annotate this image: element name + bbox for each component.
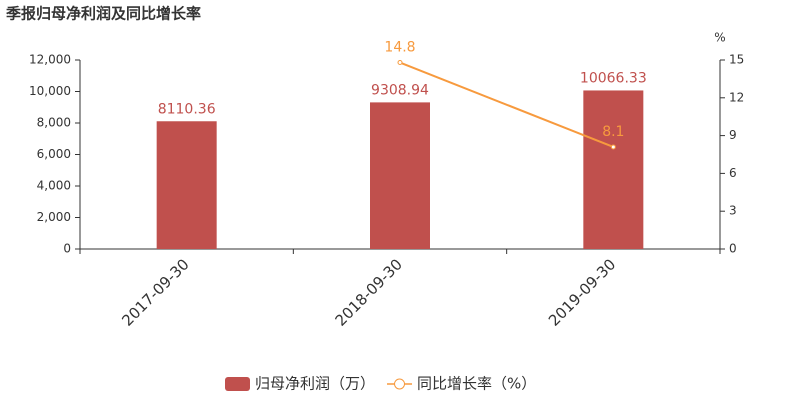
bar-value-label: 9308.94 — [371, 82, 429, 98]
legend-label: 同比增长率（%） — [417, 375, 536, 393]
line-value-label: 14.8 — [384, 40, 415, 56]
x-tick-label: 2019-09-30 — [545, 255, 619, 329]
y-tick-label: 8,000 — [37, 116, 71, 130]
y2-tick-label: 15 — [729, 53, 744, 67]
y-tick-label: 4,000 — [37, 179, 71, 193]
line-point — [610, 144, 616, 150]
bar-value-label: 8110.36 — [158, 101, 216, 117]
y2-tick-label: 12 — [729, 90, 744, 104]
bar-value-label: 10066.33 — [580, 70, 647, 86]
y-tick-label: 0 — [63, 242, 71, 256]
y2-tick-label: 0 — [729, 242, 737, 256]
legend-swatch-point — [394, 378, 406, 390]
y2-tick-label: 6 — [729, 166, 737, 180]
y2-axis-label: % — [714, 31, 725, 45]
y-tick-label: 12,000 — [29, 53, 71, 67]
y-tick-label: 6,000 — [37, 147, 71, 161]
y-tick-label: 2,000 — [37, 210, 71, 224]
legend-swatch — [225, 377, 250, 391]
bar — [156, 121, 217, 249]
x-tick-label: 2017-09-30 — [118, 255, 192, 329]
x-tick-label: 2018-09-30 — [332, 255, 406, 329]
y2-tick-label: 3 — [729, 204, 737, 218]
y2-tick-label: 9 — [729, 128, 737, 142]
line — [399, 61, 614, 148]
line-point — [397, 60, 403, 66]
line-value-label: 8.1 — [602, 124, 624, 140]
bar — [583, 90, 644, 250]
y-tick-label: 10,000 — [29, 84, 71, 98]
bar — [370, 102, 430, 250]
chart-title: 季报归母净利润及同比增长率 — [6, 5, 201, 23]
legend-label: 归母净利润（万） — [255, 375, 375, 393]
